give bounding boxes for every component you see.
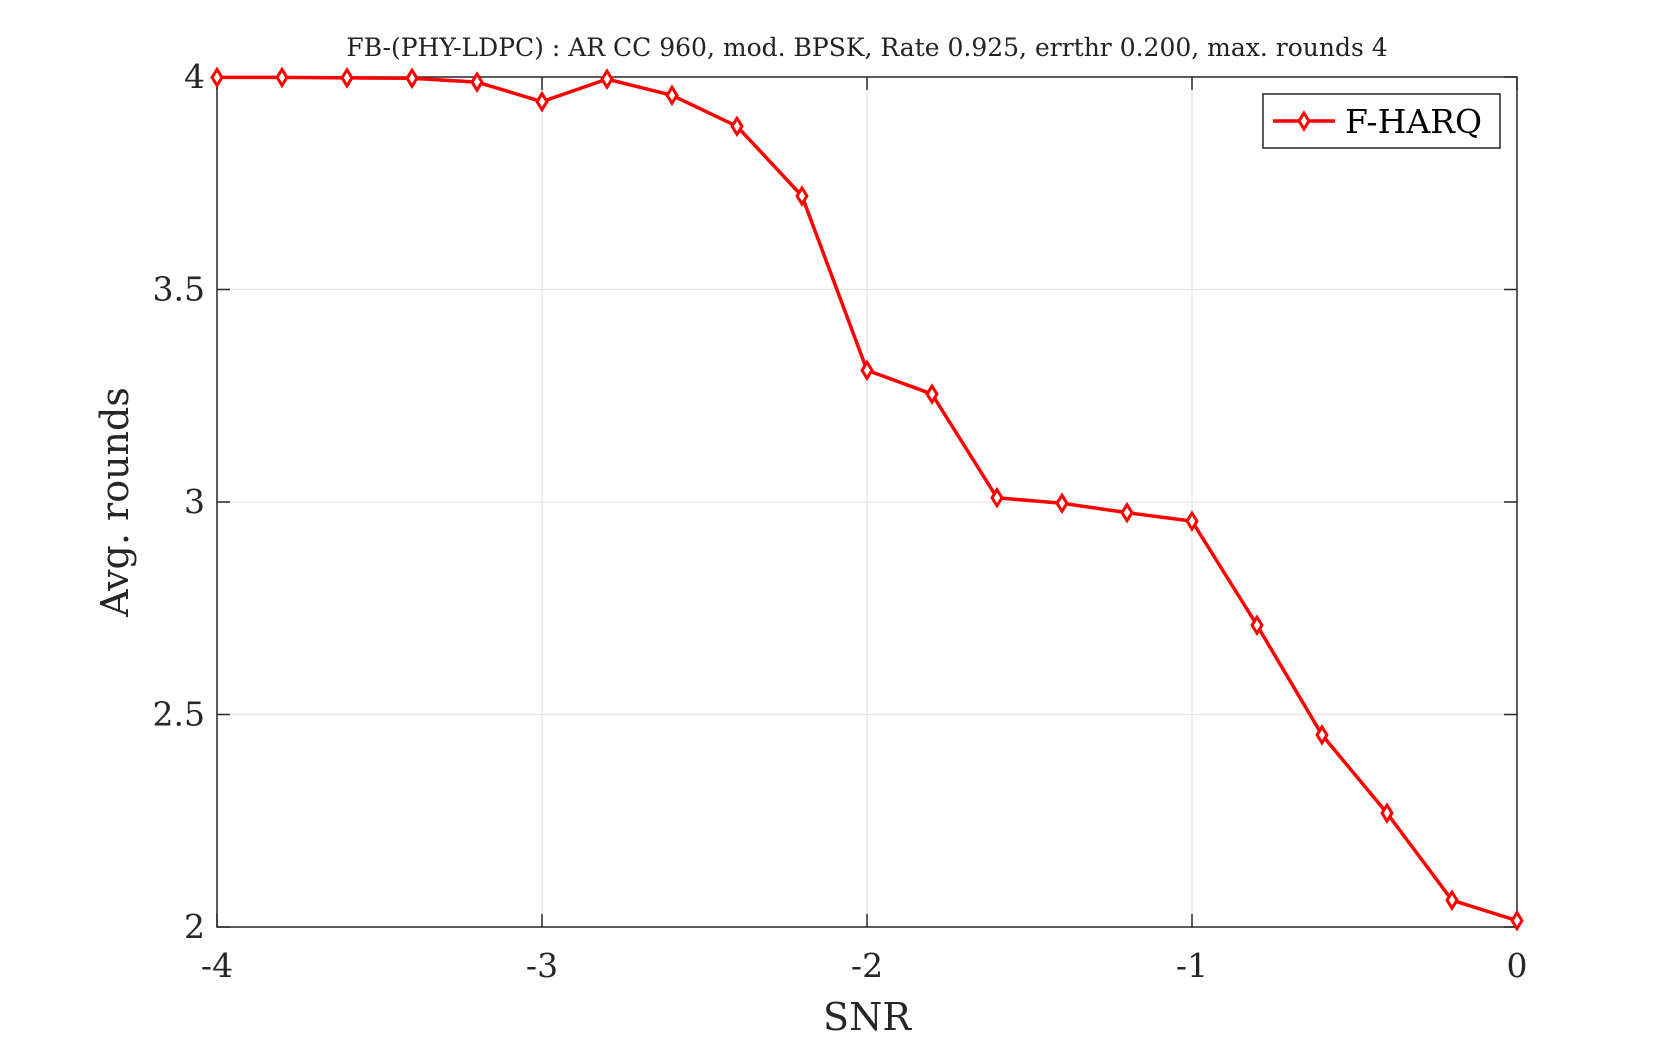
y-tick-label: 2.5 (153, 695, 205, 734)
data-point (990, 486, 1004, 509)
data-point (1250, 614, 1264, 637)
data-point (860, 359, 874, 382)
data-point (1120, 501, 1134, 524)
data-point (925, 383, 939, 405)
legend-label: F-HARQ (1345, 102, 1482, 141)
data-point (795, 185, 809, 207)
data-point (470, 71, 484, 93)
x-tick-label: -1 (1176, 946, 1208, 985)
data-point (405, 67, 419, 90)
x-tick-label: -3 (526, 946, 558, 985)
data-point (535, 90, 549, 113)
data-point (730, 115, 744, 138)
data-point (1055, 492, 1069, 515)
data-point (1510, 909, 1524, 932)
series-group (210, 66, 1524, 932)
grid (217, 77, 1517, 927)
x-axis-label: SNR (823, 995, 912, 1039)
y-tick-label: 3.5 (153, 270, 205, 309)
x-tick-label: -4 (201, 946, 233, 985)
axis-ticks: -4 -3 -2 -1 0 2 2.5 3 3.5 4 (153, 57, 1528, 985)
data-point (1185, 510, 1199, 532)
chart-title: FB-(PHY-LDPC) : AR CC 960, mod. BPSK, Ra… (346, 33, 1387, 62)
legend: F-HARQ (1262, 93, 1501, 149)
data-point (1315, 724, 1329, 746)
y-tick-label: 4 (184, 57, 205, 96)
data-point (600, 68, 614, 90)
data-point (665, 84, 679, 107)
data-point (340, 67, 354, 89)
data-point (275, 66, 289, 89)
y-tick-label: 3 (184, 482, 205, 521)
data-point (1445, 889, 1459, 912)
legend-marker (1297, 110, 1311, 132)
y-axis-label: Avg. rounds (93, 387, 137, 618)
x-tick-label: -2 (851, 946, 883, 985)
y-tick-label: 2 (184, 907, 205, 946)
data-point (1380, 802, 1394, 824)
x-tick-label: 0 (1507, 946, 1528, 985)
data-point (210, 66, 224, 89)
